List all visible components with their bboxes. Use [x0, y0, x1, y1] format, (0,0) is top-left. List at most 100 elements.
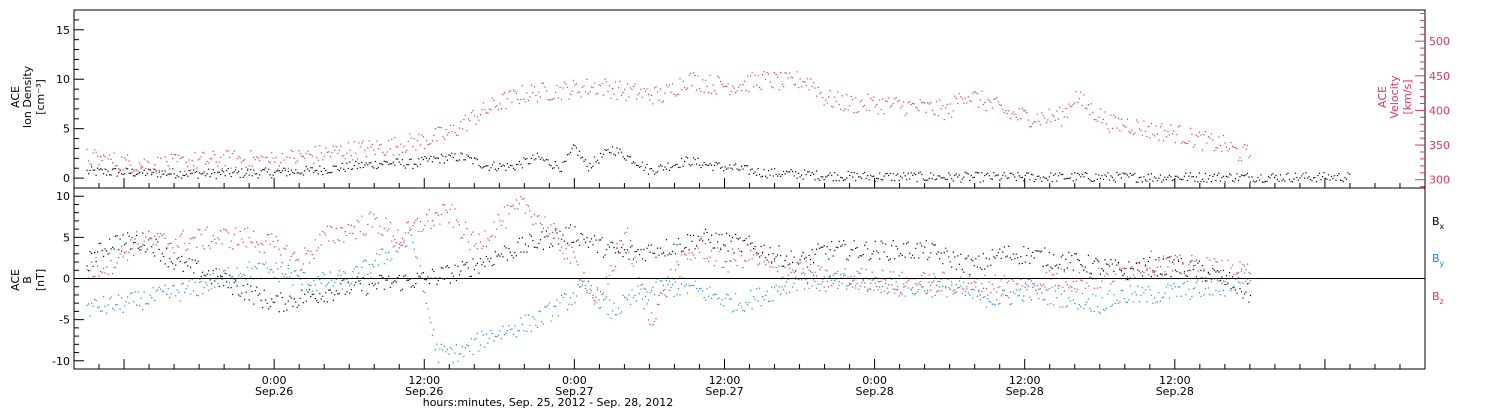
velocity-series-point	[572, 79, 575, 81]
bx-series-point	[670, 253, 672, 256]
bz-series-point	[1165, 257, 1167, 259]
bx-series-point	[1185, 275, 1187, 277]
by-series-point	[364, 259, 366, 261]
bz-series-point	[590, 285, 593, 287]
ion-density-series-point	[877, 178, 879, 180]
by-series-point	[287, 268, 289, 270]
ion-density-series-point	[278, 170, 280, 172]
bz-series-point	[454, 208, 456, 210]
bz-series-point	[619, 240, 621, 242]
by-series-point	[137, 291, 139, 293]
ion-density-series-point	[407, 164, 409, 166]
bz-series-point	[1084, 287, 1086, 289]
velocity-series-point	[1213, 149, 1215, 152]
bz-series-point	[259, 251, 261, 253]
by-series-point	[629, 303, 632, 305]
by-series-point	[1006, 295, 1008, 297]
velocity-series-point	[223, 154, 225, 156]
velocity-series-point	[646, 88, 648, 90]
by-series-point	[820, 283, 822, 285]
bz-series-point	[535, 223, 537, 225]
velocity-series-point	[1015, 116, 1017, 118]
bx-series-point	[739, 237, 741, 239]
y-tick-label: 500	[1429, 35, 1450, 48]
by-series-point	[850, 283, 852, 285]
by-series-point	[128, 302, 130, 304]
bx-series-point	[1164, 274, 1166, 276]
bz-series-point	[523, 198, 525, 200]
ion-density-series-point	[331, 171, 333, 174]
bx-series-point	[751, 242, 753, 244]
ion-density-series-point	[301, 172, 303, 174]
bx-series-point	[565, 227, 567, 229]
ion-density-series-point	[494, 168, 496, 170]
bx-series-point	[1026, 254, 1028, 257]
bx-series-point	[608, 246, 611, 248]
velocity-series-point	[780, 71, 782, 74]
ion-density-series-point	[724, 166, 726, 168]
velocity-series-point	[1227, 150, 1229, 152]
bx-series-point	[970, 259, 972, 261]
ion-density-series-point	[1231, 180, 1234, 182]
by-series-point	[271, 269, 273, 271]
bx-series-point	[898, 255, 900, 257]
ion-density-series-point	[284, 169, 286, 171]
velocity-series-point	[335, 146, 337, 148]
y-tick-label: 0	[63, 172, 70, 185]
bz-series-point	[187, 248, 189, 250]
velocity-series-point	[374, 153, 376, 155]
x-tick-date-label: Sep.26	[255, 385, 293, 398]
ion-density-series-point	[370, 162, 372, 164]
bx-series-point	[181, 255, 183, 257]
by-series-point	[592, 297, 594, 299]
bx-series-point	[966, 257, 968, 259]
by-series-point	[1155, 302, 1157, 304]
bx-series-point	[1240, 291, 1243, 293]
velocity-series-point	[251, 165, 253, 167]
bx-series-point	[715, 232, 717, 234]
by-series-point	[677, 288, 680, 290]
bx-series-point	[823, 245, 825, 247]
bx-series-point	[801, 255, 803, 257]
ion-density-series-point	[302, 174, 304, 176]
bx-series-point	[1144, 265, 1146, 267]
bx-series-point	[133, 242, 135, 244]
legend-by: By	[1432, 252, 1445, 268]
bx-series-point	[667, 254, 669, 256]
velocity-series-point	[1116, 127, 1118, 129]
ion-density-series-point	[693, 157, 695, 159]
velocity-series-point	[325, 147, 327, 149]
bx-series-point	[598, 239, 600, 241]
bx-series-point	[151, 246, 153, 248]
ion-density-series-point	[1270, 174, 1273, 176]
bx-series-point	[874, 240, 876, 242]
velocity-series-point	[239, 157, 241, 159]
ion-density-series-point	[176, 175, 178, 177]
by-series-point	[993, 303, 995, 305]
velocity-series-point	[257, 157, 259, 159]
by-series-point	[688, 284, 690, 286]
by-series-point	[1177, 286, 1179, 288]
velocity-series-point	[832, 106, 834, 108]
by-series-point	[703, 297, 705, 299]
bz-series-point	[1009, 291, 1011, 293]
velocity-series-point	[502, 93, 504, 96]
by-series-point	[593, 303, 596, 305]
by-series-point	[278, 281, 280, 283]
by-series-point	[1066, 305, 1068, 307]
velocity-series-point	[1174, 142, 1176, 144]
bx-series-point	[671, 250, 674, 253]
bx-series-point	[457, 265, 459, 267]
bz-series-point	[753, 254, 755, 256]
velocity-series-point	[963, 102, 965, 104]
by-series-point	[637, 285, 639, 287]
velocity-series-point	[556, 85, 558, 87]
velocity-series-point	[676, 94, 678, 96]
by-series-point	[1236, 272, 1238, 274]
velocity-series-point	[268, 161, 270, 163]
bx-series-point	[619, 252, 621, 254]
ion-density-series-point	[652, 170, 654, 172]
bz-series-point	[1027, 278, 1029, 280]
bx-series-point	[1002, 251, 1004, 253]
ion-density-series-point	[667, 162, 669, 164]
